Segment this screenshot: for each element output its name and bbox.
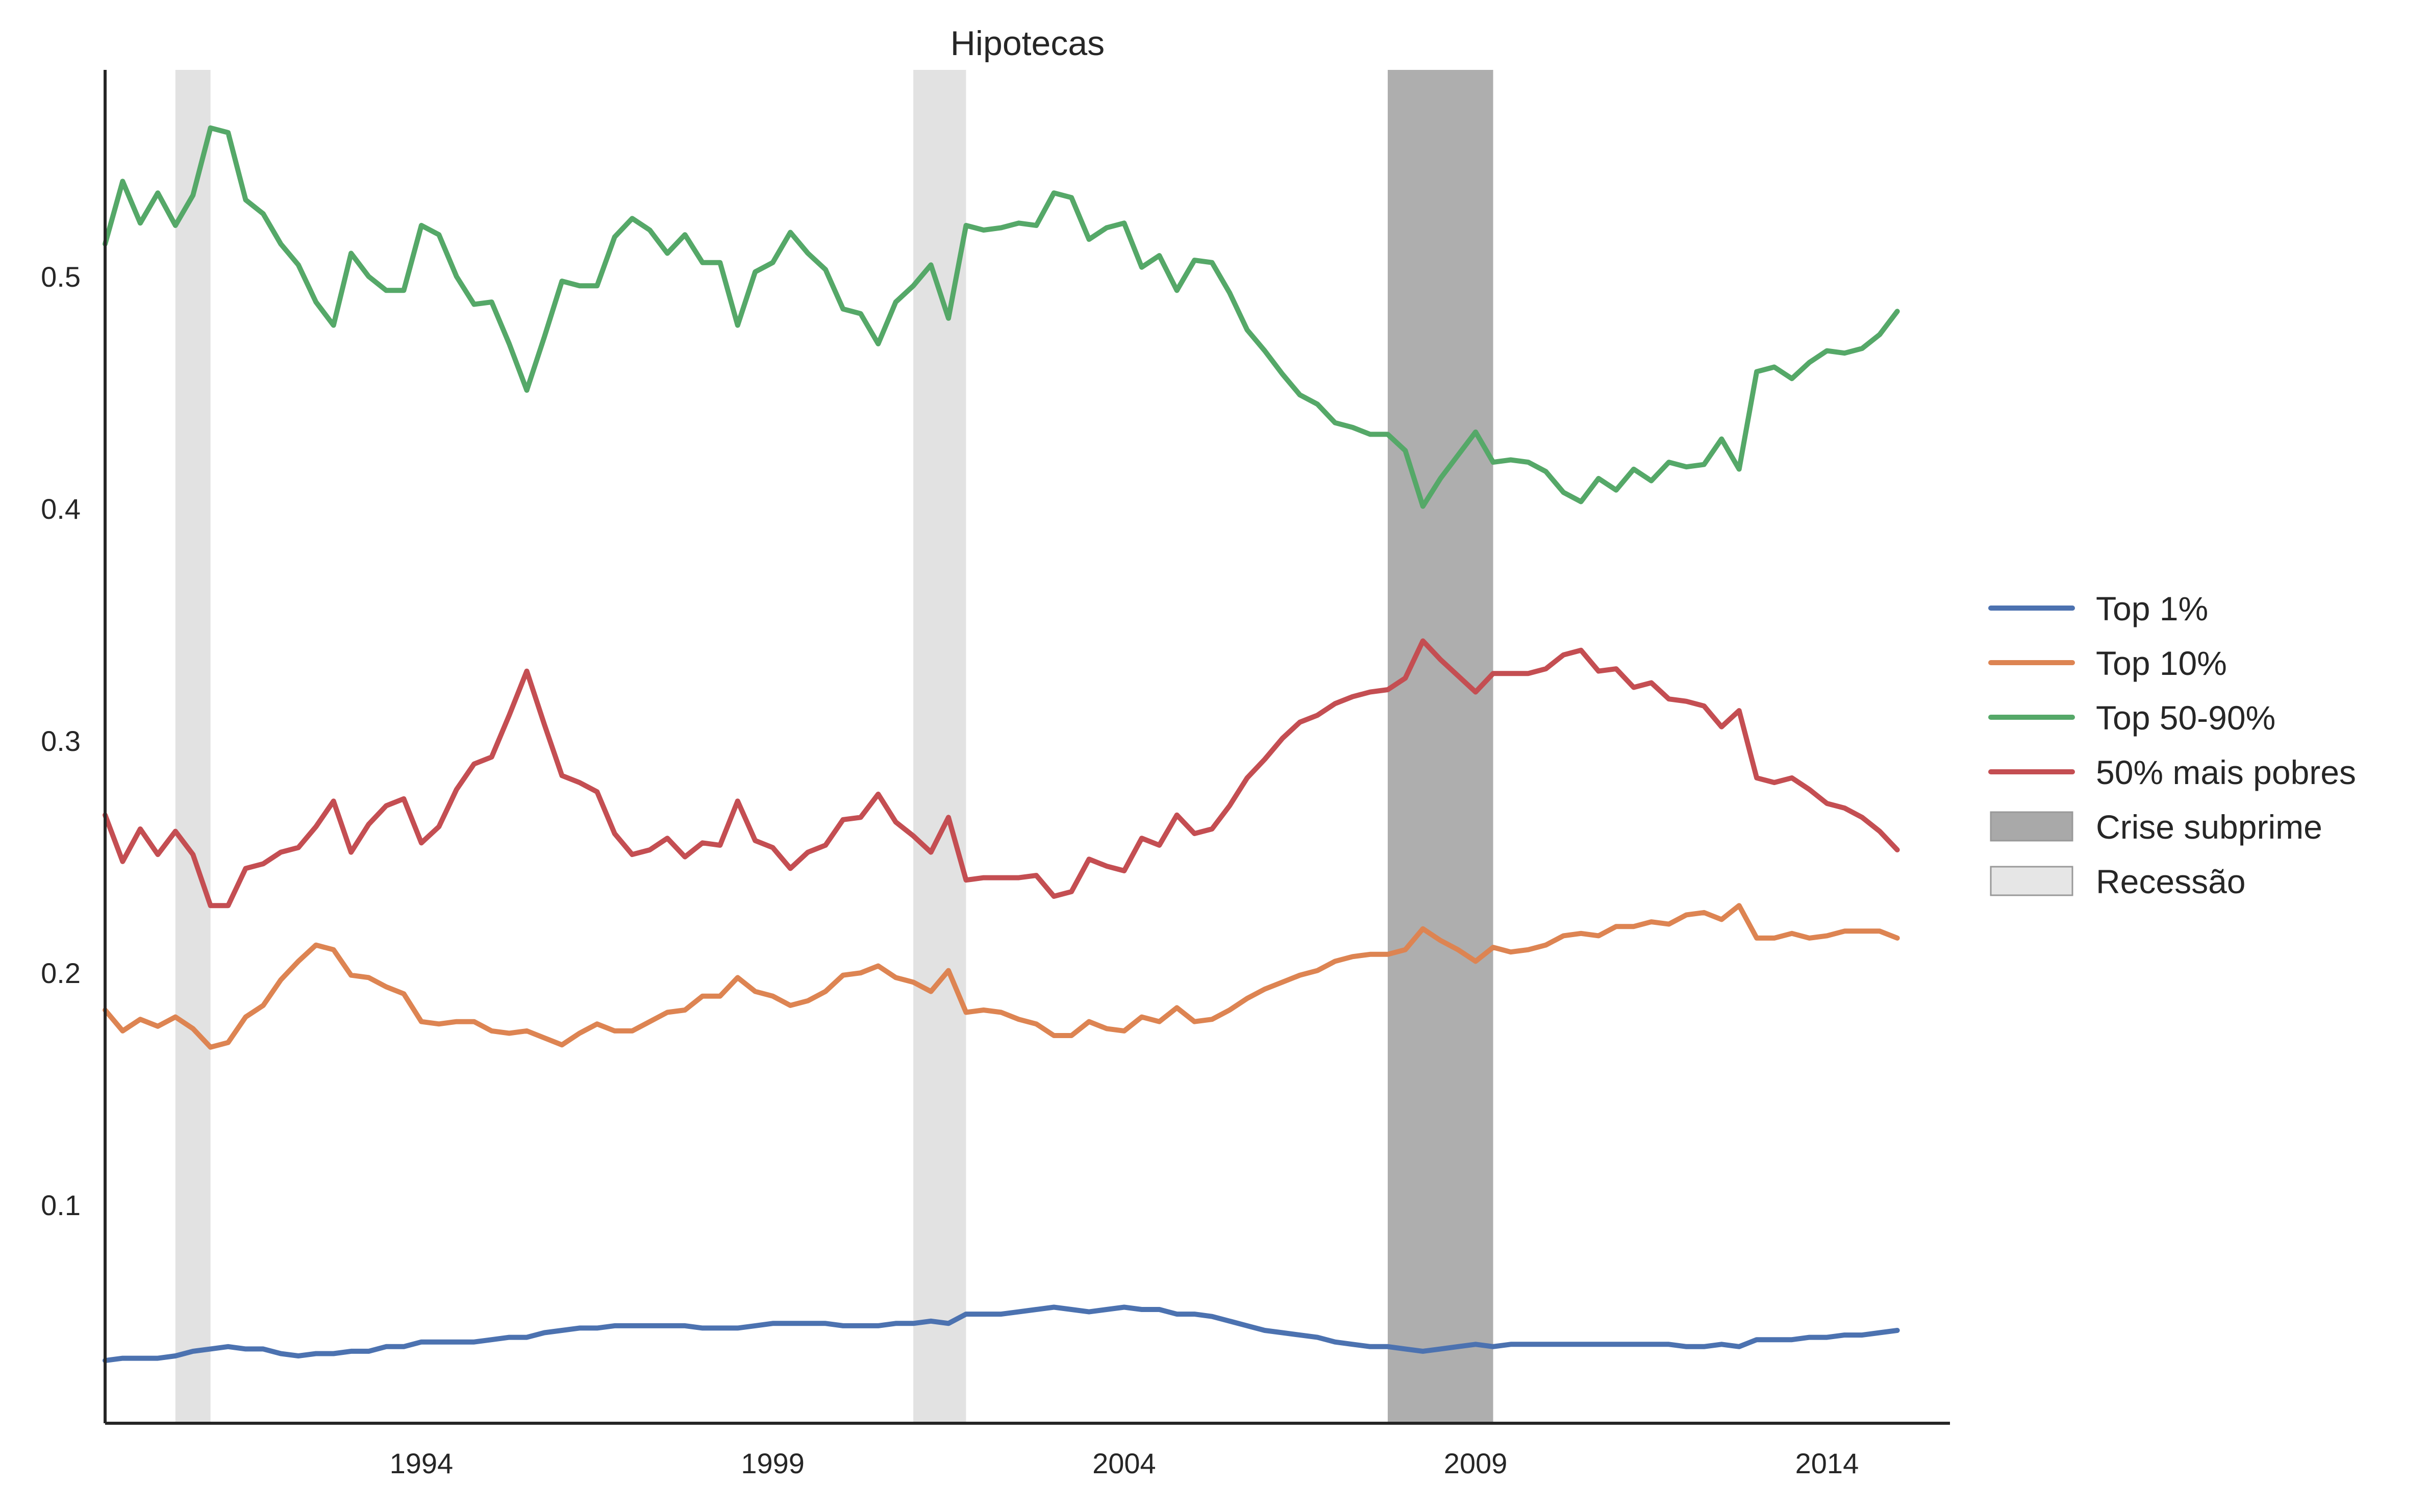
legend-item-50pct-mais-pobres: 50% mais pobres [1988, 753, 2356, 791]
y-tick-label: 0.5 [41, 261, 81, 293]
legend-item-top-50-90pct: Top 50-90% [1988, 699, 2275, 737]
legend-label: Crise subprime [2096, 808, 2322, 846]
y-tick-label: 0.4 [41, 493, 81, 525]
legend: Top 1% Top 10% Top 50-90% 50% mais pobres Cr… [1988, 590, 2356, 900]
axes [104, 70, 1950, 1425]
legend-swatch-patch [1990, 811, 2073, 842]
legend-label: Top 1% [2096, 590, 2208, 627]
y-tick-labels: 0.1 0.2 0.3 0.4 0.5 [41, 261, 81, 1221]
series-line-top-10pct [103, 903, 1900, 1050]
series-line-top-50-90pct [103, 125, 1900, 509]
x-tick-label: 1999 [741, 1447, 805, 1479]
legend-item-crise-subprime: Crise subprime [1990, 808, 2322, 846]
legend-item-recess-o: Recessão [1990, 863, 2246, 900]
series-line-top-1pct [103, 1304, 1900, 1364]
crise-subprime-band [1387, 70, 1493, 1423]
legend-label: 50% mais pobres [2096, 753, 2356, 791]
legend-label: Top 50-90% [2096, 699, 2275, 737]
series-lines [103, 125, 1900, 1364]
legend-item-top-10pct: Top 10% [1988, 644, 2227, 682]
recess-o-band [175, 70, 211, 1423]
series-line-50pct-mais-pobres [103, 638, 1900, 909]
chart-title: Hipotecas [950, 24, 1105, 63]
y-tick-label: 0.2 [41, 957, 81, 989]
y-tick-label: 0.3 [41, 725, 81, 757]
x-tick-label: 1994 [390, 1447, 454, 1479]
legend-label: Recessão [2096, 863, 2246, 900]
x-tick-label: 2004 [1092, 1447, 1156, 1479]
y-tick-label: 0.1 [41, 1189, 81, 1221]
x-tick-labels: 1994 1999 2004 2009 2014 [390, 1447, 1859, 1479]
legend-label: Top 10% [2096, 644, 2227, 682]
shaded-regions [175, 70, 1493, 1423]
x-tick-label: 2009 [1444, 1447, 1508, 1479]
legend-item-top-1pct: Top 1% [1988, 590, 2208, 627]
x-tick-label: 2014 [1795, 1447, 1859, 1479]
legend-swatch-patch [1990, 866, 2073, 896]
